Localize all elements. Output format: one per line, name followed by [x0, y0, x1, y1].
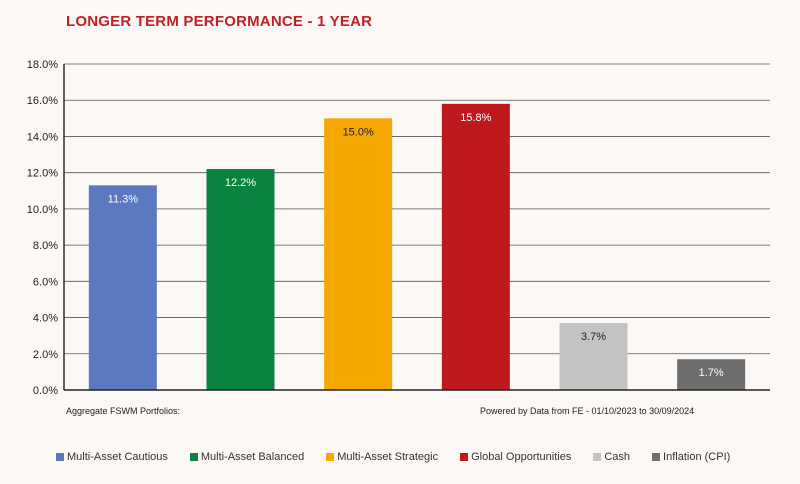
y-tick-label: 4.0%	[33, 313, 58, 325]
legend-item: Multi-Asset Strategic	[326, 451, 438, 463]
legend-label: Multi-Asset Balanced	[200, 451, 305, 463]
legend-label: Global Opportunities	[471, 451, 572, 463]
legend-item: Inflation (CPI)	[652, 451, 730, 463]
bar-chart: 0.0% 2.0% 4.0% 6.0% 8.0% 10.0% 12.0% 14.0% 16.0%…	[27, 59, 770, 397]
legend-label: Cash	[604, 451, 631, 463]
data-label: 15.8%	[460, 112, 491, 124]
y-tick-label: 12.0%	[27, 168, 58, 180]
chart-title: LONGER TERM PERFORMANCE - 1 YEAR	[66, 13, 373, 30]
legend-swatch	[652, 453, 661, 461]
data-label: 11.3%	[108, 193, 139, 205]
y-tick-label: 18.0%	[27, 59, 58, 71]
y-axis-ticks: 0.0% 2.0% 4.0% 6.0% 8.0% 10.0% 12.0% 14.0% 16.0%…	[27, 59, 58, 397]
bar-cash	[559, 322, 628, 390]
legend: Multi-Asset Cautious Multi-Asset Balanced…	[56, 451, 752, 463]
data-label: 15.0%	[343, 126, 374, 138]
footnote-portfolios: Aggregate FSWM Portfolios:	[66, 406, 181, 416]
data-label: 1.7%	[699, 367, 724, 379]
legend-label: Multi-Asset Strategic	[337, 451, 439, 463]
legend-item: Global Opportunities	[460, 451, 571, 463]
gridlines	[64, 63, 770, 355]
legend-swatch	[189, 453, 198, 461]
bar-multi-asset-strategic	[324, 118, 393, 390]
data-label: 3.7%	[581, 331, 606, 343]
y-tick-label: 2.0%	[33, 349, 58, 361]
legend-item: Multi-Asset Cautious	[56, 451, 168, 463]
bar-inflation-cpi	[677, 359, 746, 390]
legend-swatch	[460, 453, 469, 461]
y-tick-label: 10.0%	[27, 204, 58, 216]
legend-swatch	[56, 453, 64, 461]
y-tick-label: 6.0%	[33, 276, 58, 288]
legend-swatch	[326, 453, 335, 461]
y-tick-label: 14.0%	[27, 131, 58, 143]
data-labels: 11.3% 12.2% 15.0% 15.8% 3.7% 1.7%	[108, 112, 724, 379]
y-tick-label: 8.0%	[33, 240, 58, 252]
bar-multi-asset-cautious	[88, 185, 157, 390]
data-label: 12.2%	[225, 177, 256, 189]
footnote-data-source: Powered by Data from FE - 01/10/2023 to …	[480, 406, 695, 416]
bars	[88, 103, 746, 390]
legend-label: Multi-Asset Cautious	[67, 451, 168, 463]
bar-global-opportunities	[441, 103, 510, 390]
bar-multi-asset-balanced	[206, 169, 275, 390]
y-tick-label: 16.0%	[27, 95, 58, 107]
legend-label: Inflation (CPI)	[663, 451, 731, 463]
y-tick-label: 0.0%	[33, 385, 58, 397]
legend-item: Multi-Asset Balanced	[189, 451, 305, 463]
legend-item: Cash	[593, 451, 630, 463]
legend-swatch	[593, 453, 602, 461]
